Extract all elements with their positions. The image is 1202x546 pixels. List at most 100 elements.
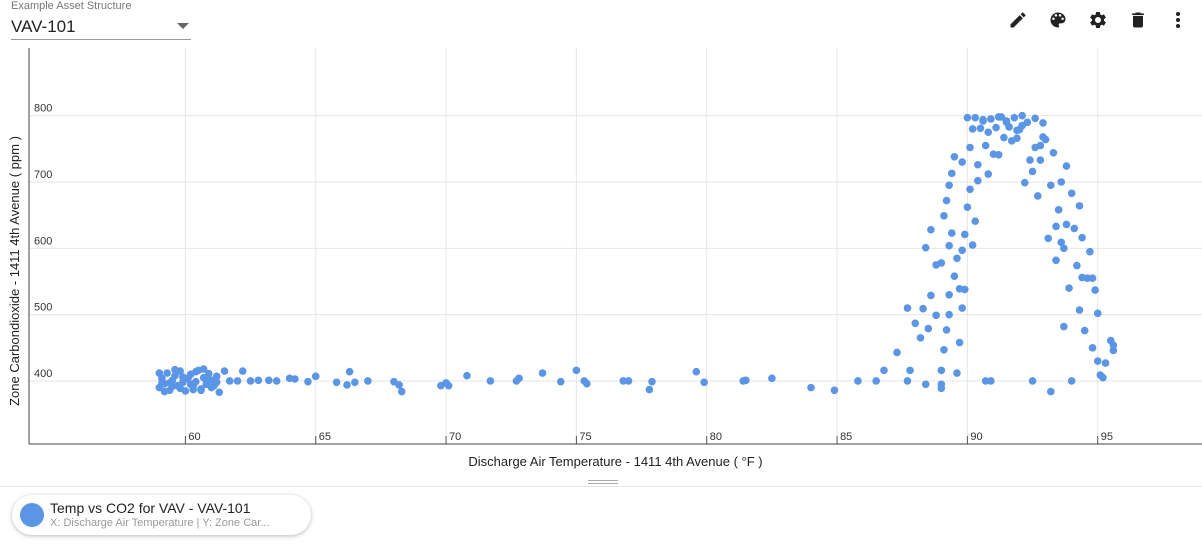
data-point[interactable] (178, 373, 187, 381)
data-point[interactable] (364, 377, 372, 385)
data-point[interactable] (1065, 284, 1073, 292)
data-point[interactable] (272, 377, 281, 385)
data-point[interactable] (955, 338, 964, 347)
data-point[interactable] (583, 379, 591, 388)
data-point[interactable] (880, 366, 888, 375)
data-point[interactable] (911, 319, 920, 328)
data-point[interactable] (1036, 156, 1045, 164)
data-point[interactable] (624, 377, 633, 385)
data-point[interactable] (1075, 306, 1084, 314)
resize-handle[interactable] (588, 480, 618, 481)
data-point[interactable] (945, 290, 953, 299)
data-point[interactable] (1031, 114, 1039, 123)
data-point[interactable] (515, 374, 523, 383)
data-point[interactable] (1099, 373, 1107, 382)
data-point[interactable] (199, 365, 208, 373)
data-point[interactable] (207, 383, 216, 392)
data-point[interactable] (1073, 261, 1081, 270)
data-point[interactable] (1086, 247, 1094, 256)
data-point[interactable] (1062, 162, 1071, 170)
more-vertical-icon[interactable] (1168, 8, 1188, 32)
data-point[interactable] (963, 203, 972, 211)
data-point[interactable] (1101, 359, 1110, 367)
resize-handle-line[interactable] (588, 483, 618, 484)
data-point[interactable] (968, 125, 977, 133)
data-point[interactable] (700, 378, 708, 387)
gear-icon[interactable] (1088, 8, 1108, 32)
data-point[interactable] (971, 113, 980, 122)
data-point[interactable] (1052, 222, 1060, 231)
data-point[interactable] (648, 377, 656, 386)
data-point[interactable] (197, 386, 205, 395)
data-point[interactable] (254, 376, 263, 385)
data-point[interactable] (619, 377, 628, 385)
data-point[interactable] (872, 377, 880, 385)
data-point[interactable] (311, 372, 320, 381)
data-point[interactable] (332, 378, 341, 387)
data-point[interactable] (940, 212, 948, 220)
data-point[interactable] (854, 377, 862, 385)
data-point[interactable] (937, 259, 946, 267)
data-point[interactable] (984, 170, 993, 178)
data-point[interactable] (919, 304, 927, 313)
data-point[interactable] (940, 346, 948, 354)
data-point[interactable] (945, 181, 953, 190)
data-point[interactable] (937, 366, 946, 375)
data-point[interactable] (158, 379, 166, 387)
data-point[interactable] (966, 143, 974, 152)
data-point[interactable] (1044, 234, 1053, 243)
data-point[interactable] (463, 371, 471, 380)
data-point[interactable] (212, 378, 221, 387)
data-point[interactable] (171, 365, 179, 374)
pencil-icon[interactable] (1008, 8, 1028, 32)
data-point[interactable] (1028, 377, 1037, 385)
data-point[interactable] (1054, 206, 1063, 214)
data-point[interactable] (1088, 344, 1097, 352)
data-point[interactable] (265, 376, 273, 385)
data-point[interactable] (395, 381, 403, 389)
data-point[interactable] (645, 385, 654, 394)
data-point[interactable] (233, 377, 242, 385)
data-point[interactable] (958, 158, 966, 166)
data-point[interactable] (1078, 233, 1086, 242)
data-point[interactable] (1093, 357, 1102, 365)
data-point[interactable] (351, 378, 359, 387)
data-point[interactable] (958, 304, 966, 312)
data-point[interactable] (945, 310, 953, 319)
data-point[interactable] (921, 380, 930, 389)
data-point[interactable] (966, 185, 974, 194)
data-point[interactable] (1018, 111, 1026, 120)
data-point[interactable] (992, 123, 1000, 132)
data-point[interactable] (932, 311, 940, 320)
data-point[interactable] (1078, 273, 1086, 282)
data-point[interactable] (960, 230, 969, 239)
data-point[interactable] (987, 377, 995, 385)
data-point[interactable] (212, 372, 221, 381)
data-point[interactable] (903, 304, 912, 312)
data-point[interactable] (1039, 119, 1047, 127)
data-point[interactable] (947, 169, 956, 178)
legend-card[interactable]: Temp vs CO2 for VAV - VAV-101 X: Dischar… (12, 495, 311, 535)
data-point[interactable] (960, 285, 969, 294)
data-point[interactable] (1047, 181, 1055, 190)
data-point[interactable] (556, 377, 565, 386)
data-point[interactable] (893, 348, 901, 357)
data-point[interactable] (742, 376, 750, 385)
data-point[interactable] (953, 369, 961, 377)
data-point[interactable] (1067, 377, 1076, 385)
data-point[interactable] (984, 128, 993, 137)
data-point[interactable] (1005, 123, 1013, 131)
data-point[interactable] (906, 366, 914, 375)
data-point[interactable] (176, 384, 184, 393)
data-point[interactable] (921, 243, 930, 252)
data-point[interactable] (768, 374, 776, 383)
data-point[interactable] (942, 326, 951, 334)
data-point[interactable] (987, 115, 995, 123)
data-point[interactable] (1023, 118, 1032, 127)
data-point[interactable] (1010, 113, 1019, 122)
data-point[interactable] (1075, 202, 1084, 210)
data-point[interactable] (903, 377, 912, 385)
data-point[interactable] (1091, 286, 1099, 294)
data-point[interactable] (225, 377, 234, 385)
data-point[interactable] (979, 115, 987, 124)
